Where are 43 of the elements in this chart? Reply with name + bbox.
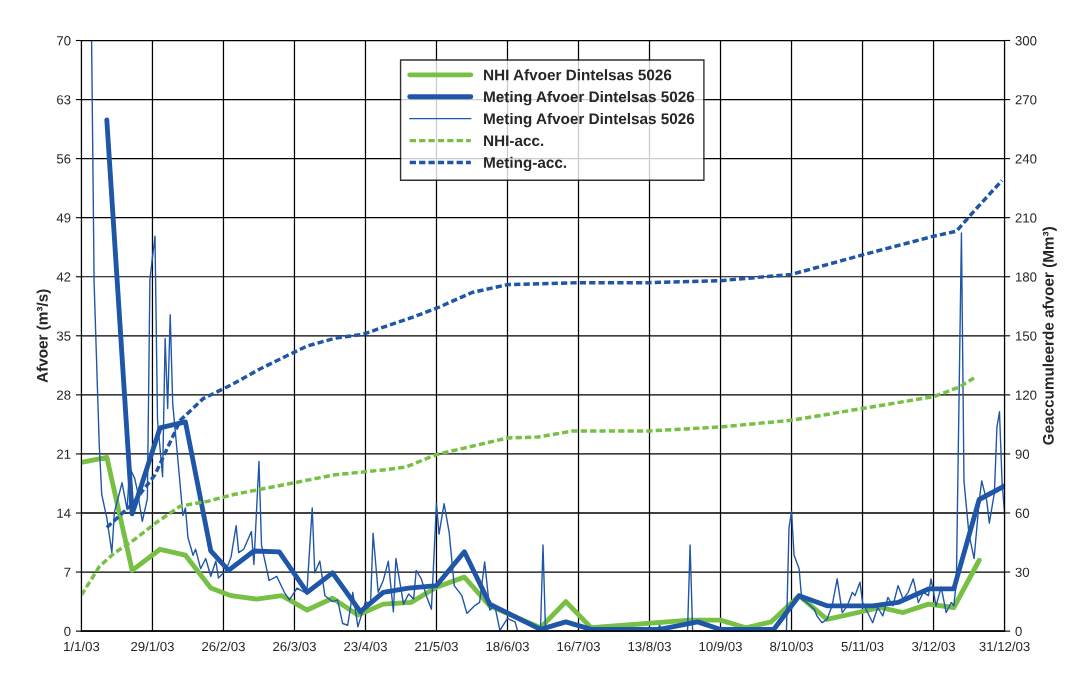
y-tick-label: 7 bbox=[64, 567, 71, 577]
legend-label: NHI Afvoer Dintelsas 5026 bbox=[484, 69, 672, 81]
x-tick-label: 26/3/03 bbox=[273, 641, 316, 652]
legend-label: Meting-acc. bbox=[484, 156, 567, 172]
y2-tick-label: 240 bbox=[1015, 154, 1037, 164]
y-tick-label: 49 bbox=[56, 213, 71, 223]
y2-tick-label: 180 bbox=[1015, 272, 1037, 282]
y-axis-title: Afvoer (m³/s) bbox=[36, 289, 51, 383]
legend-label: Meting Afvoer Dintelsas 5026 bbox=[484, 112, 695, 128]
legend-label: NHI-acc. bbox=[484, 135, 544, 147]
x-tick-label: 10/9/03 bbox=[699, 641, 742, 652]
x-tick-label: 31/12/03 bbox=[979, 641, 1030, 652]
y2-tick-label: 150 bbox=[1015, 331, 1037, 341]
y2-tick-label: 60 bbox=[1015, 508, 1030, 518]
x-tick-label: 5/11/03 bbox=[841, 641, 884, 652]
x-tick-label: 18/6/03 bbox=[486, 641, 529, 652]
legend-label: Meting Afvoer Dintelsas 5026 bbox=[484, 91, 695, 106]
y2-tick-label: 0 bbox=[1015, 626, 1022, 637]
x-tick-label: 3/12/03 bbox=[912, 641, 955, 652]
y-tick-label: 28 bbox=[57, 390, 71, 400]
y-tick-label: 21 bbox=[57, 449, 71, 459]
x-tick-label: 13/8/03 bbox=[628, 641, 671, 652]
x-tick-label: 8/10/03 bbox=[770, 641, 813, 652]
y-tick-label: 63 bbox=[57, 95, 71, 105]
y-tick-label: 14 bbox=[57, 508, 71, 518]
y2-axis-title: Geaccumuleerde afvoer (Mm³) bbox=[1042, 227, 1057, 445]
x-tick-label: 21/5/03 bbox=[415, 641, 458, 652]
y2-tick-label: 120 bbox=[1015, 390, 1037, 400]
y2-tick-label: 90 bbox=[1015, 449, 1030, 459]
y-tick-label: 56 bbox=[56, 154, 71, 164]
y-tick-label: 42 bbox=[56, 272, 71, 282]
x-tick-label: 23/4/03 bbox=[344, 641, 387, 652]
y2-tick-label: 300 bbox=[1015, 36, 1037, 46]
y2-tick-label: 210 bbox=[1015, 213, 1037, 223]
y-tick-label: 35 bbox=[56, 331, 71, 341]
x-tick-label: 1/1/03 bbox=[64, 641, 100, 652]
y2-tick-label: 270 bbox=[1015, 95, 1037, 105]
y-tick-label: 70 bbox=[57, 36, 71, 46]
x-tick-label: 16/7/03 bbox=[557, 641, 600, 652]
x-tick-label: 29/1/03 bbox=[131, 641, 174, 652]
y-tick-label: 0 bbox=[64, 626, 71, 637]
y2-tick-label: 30 bbox=[1015, 567, 1030, 577]
x-tick-label: 26/2/03 bbox=[202, 641, 245, 652]
